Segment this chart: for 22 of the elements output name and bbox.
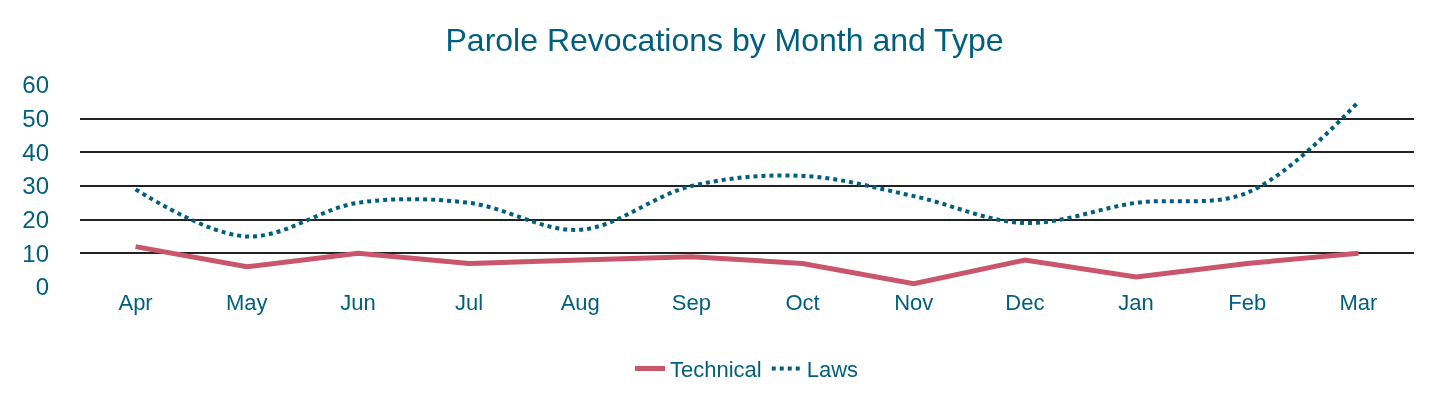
legend-label: Laws [806,356,859,382]
y-tick-label: 20 [22,206,49,234]
legend-label: Technical [670,356,762,382]
x-tick-label: Jun [340,290,376,315]
x-tick-label: Dec [1005,290,1045,315]
x-tick-label: Apr [118,290,153,315]
x-tick-label: Sep [671,290,711,315]
x-tick-label: Jul [455,290,484,315]
y-tick-label: 10 [22,239,49,267]
y-tick-label: 50 [22,105,49,133]
chart-title: Parole Revocations by Month and Type [445,21,1004,58]
x-tick-label: May [225,290,268,315]
x-tick-label: Mar [1339,290,1378,315]
y-tick-label: 30 [22,172,49,200]
y-tick-label: 60 [22,71,49,99]
x-tick-label: Nov [894,290,934,315]
x-tick-label: Oct [785,290,820,315]
x-tick-label: Aug [560,290,600,315]
x-tick-label: Jan [1118,290,1154,315]
y-tick-label: 40 [22,138,49,166]
y-tick-label: 0 [35,273,49,301]
x-tick-label: Feb [1228,290,1267,315]
